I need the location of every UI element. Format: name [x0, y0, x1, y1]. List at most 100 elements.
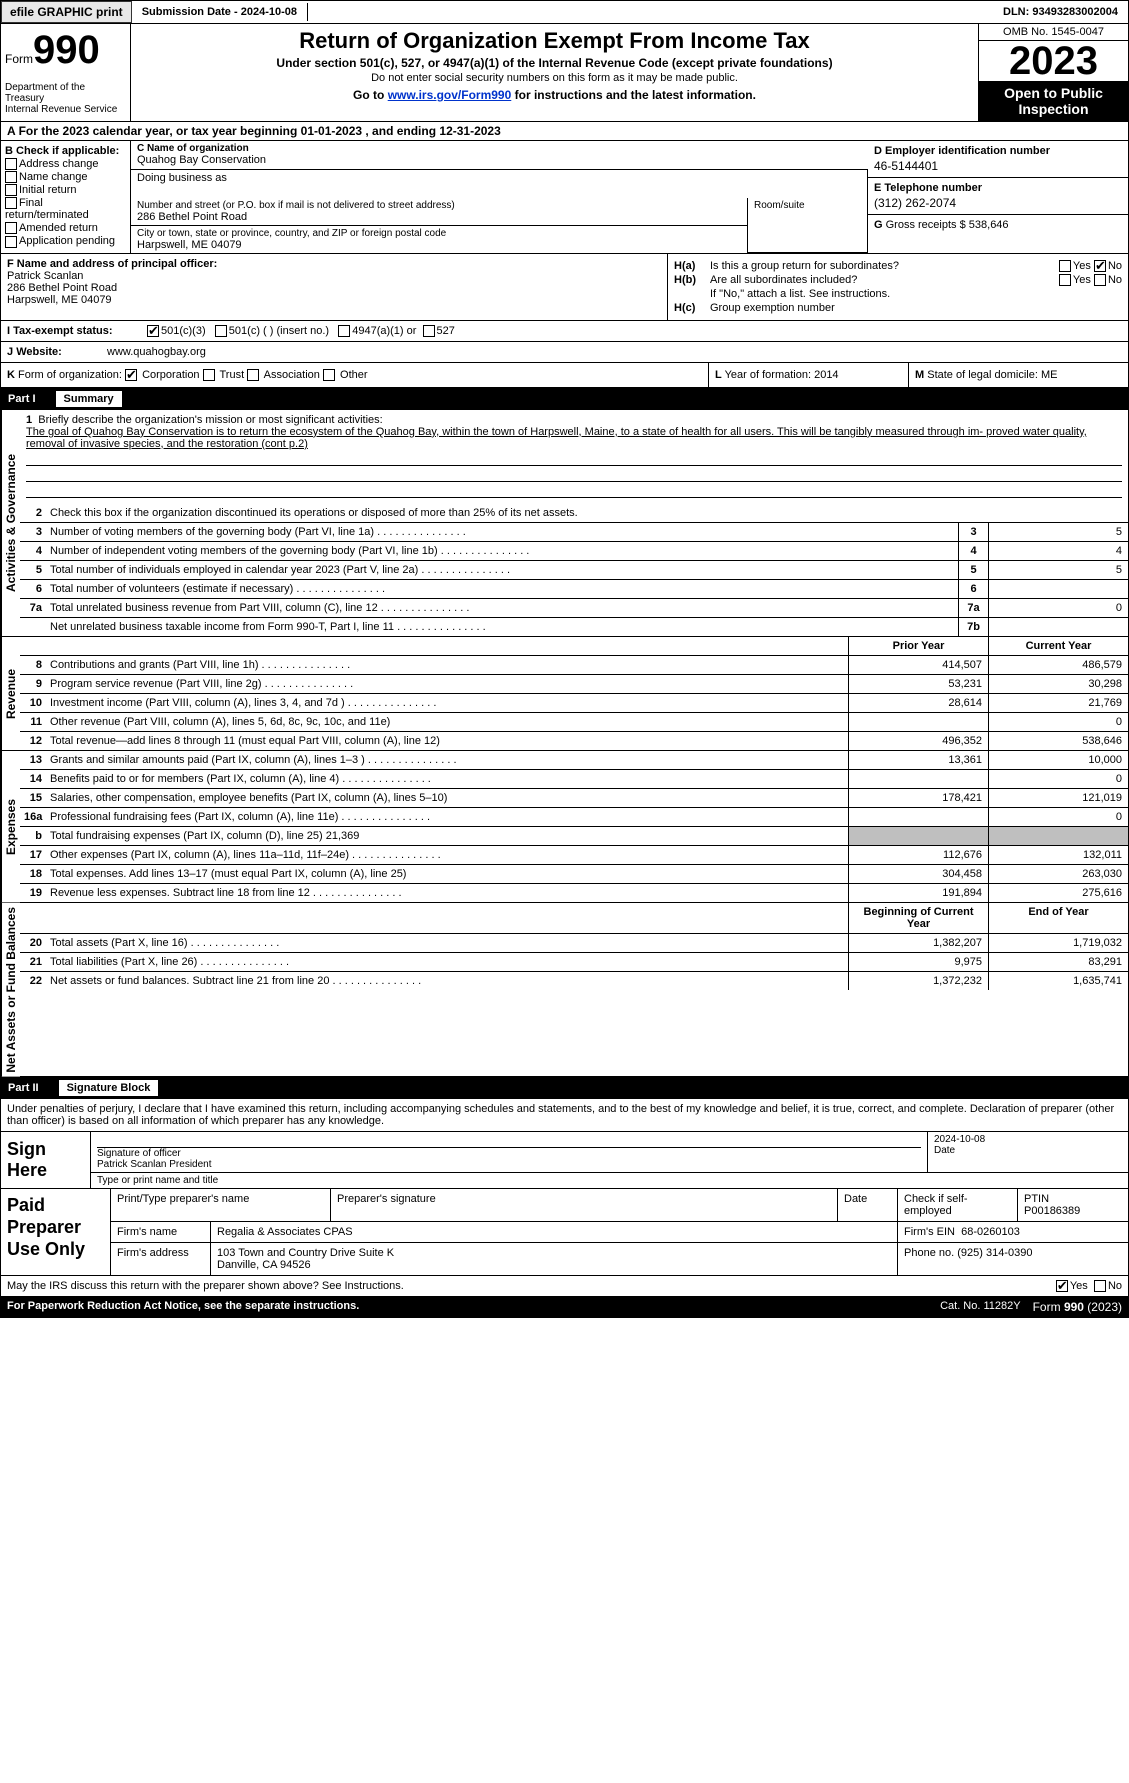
- l11-text: Other revenue (Part VIII, column (A), li…: [46, 713, 848, 731]
- l10-text: Investment income (Part VIII, column (A)…: [46, 694, 848, 712]
- l19-text: Revenue less expenses. Subtract line 18 …: [46, 884, 848, 902]
- l4-text: Number of independent voting members of …: [46, 542, 958, 560]
- form-number: 990: [33, 28, 100, 72]
- gross-cell: G Gross receipts $ 538,646: [868, 215, 1128, 235]
- row-a-tax-year: A For the 2023 calendar year, or tax yea…: [0, 122, 1129, 141]
- p11: [848, 713, 988, 731]
- ha-yes-chk[interactable]: [1059, 260, 1071, 272]
- p15: 178,421: [848, 789, 988, 807]
- hb-yes-chk[interactable]: [1059, 274, 1071, 286]
- form-number-col: Form990 Department of the Treasury Inter…: [1, 24, 131, 121]
- part1-title: Summary: [56, 391, 122, 407]
- p13: 13,361: [848, 751, 988, 769]
- footer-cat: Cat. No. 11282Y: [934, 1297, 1027, 1317]
- chk-trust[interactable]: [203, 369, 215, 381]
- chk-application-pending[interactable]: Application pending: [5, 235, 126, 247]
- hb-no-chk[interactable]: [1094, 274, 1106, 286]
- goto-pre: Go to: [353, 88, 388, 102]
- col-b-header: Check if applicable:: [16, 145, 119, 157]
- l16b-text: Total fundraising expenses (Part IX, col…: [46, 827, 848, 845]
- chk-527[interactable]: [423, 325, 435, 337]
- row-klm: K Form of organization: Corporation Trus…: [0, 363, 1129, 388]
- col-c-wrap: C Name of organization Quahog Bay Conser…: [131, 141, 868, 253]
- footer-form: Form 990 (2023): [1027, 1297, 1128, 1317]
- part2-bar: Part II Signature Block: [0, 1077, 1129, 1099]
- l1-label: Briefly describe the organization's miss…: [38, 414, 382, 426]
- e21: 83,291: [988, 953, 1128, 971]
- signature-block: Under penalties of perjury, I declare th…: [0, 1099, 1129, 1276]
- discuss-row: May the IRS discuss this return with the…: [0, 1276, 1129, 1297]
- tax-year: 2023: [979, 41, 1128, 81]
- l13-text: Grants and similar amounts paid (Part IX…: [46, 751, 848, 769]
- c16b: [988, 827, 1128, 845]
- p14: [848, 770, 988, 788]
- addr-line: Number and street (or P.O. box if mail i…: [131, 198, 748, 226]
- sig-officer-cell: Signature of officer Patrick Scanlan Pre…: [91, 1132, 928, 1172]
- c10: 21,769: [988, 694, 1128, 712]
- b21: 9,975: [848, 953, 988, 971]
- gross-value: 538,646: [969, 219, 1009, 231]
- e22: 1,635,741: [988, 972, 1128, 990]
- l8-text: Contributions and grants (Part VIII, lin…: [46, 656, 848, 674]
- sec-activities: Activities & Governance 1 Briefly descri…: [0, 410, 1129, 637]
- ein-label: Employer identification number: [885, 145, 1050, 157]
- chk-501c[interactable]: [215, 325, 227, 337]
- chk-final-return[interactable]: Final return/terminated: [5, 197, 126, 221]
- col-d: D Employer identification number 46-5144…: [868, 141, 1128, 253]
- row-fh: F Name and address of principal officer:…: [0, 254, 1129, 321]
- l5-text: Total number of individuals employed in …: [46, 561, 958, 579]
- goto-post: for instructions and the latest informat…: [511, 88, 756, 102]
- dln-label: DLN:: [1003, 6, 1032, 18]
- chk-501c3[interactable]: [147, 325, 159, 337]
- org-name: Quahog Bay Conservation: [137, 154, 862, 166]
- chk-name-change[interactable]: Name change: [5, 171, 126, 183]
- date-label: Date: [934, 1145, 1122, 1156]
- sec-expenses: Expenses 13Grants and similar amounts pa…: [0, 751, 1129, 903]
- chk-initial-return[interactable]: Initial return: [5, 184, 126, 196]
- row-a-text: For the 2023 calendar year, or tax year …: [19, 124, 501, 138]
- form-of-org: K Form of organization: Corporation Trus…: [1, 363, 708, 387]
- row-j: J Website: www.quahogbay.org: [0, 342, 1129, 363]
- org-name-label: Name of organization: [147, 143, 249, 154]
- dept-treasury: Department of the Treasury Internal Reve…: [5, 82, 126, 115]
- side-netassets: Net Assets or Fund Balances: [1, 903, 20, 1077]
- firm-addr-label: Firm's address: [111, 1243, 211, 1275]
- chk-amended-return[interactable]: Amended return: [5, 222, 126, 234]
- side-revenue: Revenue: [1, 637, 20, 750]
- discuss-no-chk[interactable]: [1094, 1280, 1106, 1292]
- hb-text: Are all subordinates included?: [710, 274, 1059, 286]
- firm-name: Regalia & Associates CPAS: [211, 1222, 898, 1242]
- chk-corp[interactable]: [125, 369, 137, 381]
- prep-name-label: Print/Type preparer's name: [111, 1189, 331, 1221]
- ha-no-chk[interactable]: [1094, 260, 1106, 272]
- footer-left: For Paperwork Reduction Act Notice, see …: [1, 1297, 934, 1317]
- chk-assoc[interactable]: [247, 369, 259, 381]
- firm-name-label: Firm's name: [111, 1222, 211, 1242]
- p8: 414,507: [848, 656, 988, 674]
- title-col: Return of Organization Exempt From Incom…: [131, 24, 978, 121]
- part2-label: Part II: [8, 1082, 59, 1094]
- officer-addr2: Harpswell, ME 04079: [7, 294, 661, 306]
- l17-text: Other expenses (Part IX, column (A), lin…: [46, 846, 848, 864]
- row-i: I Tax-exempt status: 501(c)(3) 501(c) ( …: [0, 321, 1129, 342]
- prep-date-label: Date: [838, 1189, 898, 1221]
- officer-addr1: 286 Bethel Point Road: [7, 282, 661, 294]
- l7a-val: 0: [988, 599, 1128, 617]
- year-col: OMB No. 1545-0047 2023 Open to Public In…: [978, 24, 1128, 121]
- irs-link[interactable]: www.irs.gov/Form990: [388, 88, 512, 102]
- chk-4947[interactable]: [338, 325, 350, 337]
- firm-addr: 103 Town and Country Drive Suite KDanvil…: [211, 1243, 898, 1275]
- ha-text: Is this a group return for subordinates?: [710, 260, 1059, 272]
- hdr-beg: Beginning of Current Year: [848, 903, 988, 933]
- addr-value: 286 Bethel Point Road: [137, 211, 741, 223]
- side-expenses: Expenses: [1, 751, 20, 902]
- efile-print-button[interactable]: efile GRAPHIC print: [1, 1, 132, 23]
- chk-address-change[interactable]: Address change: [5, 158, 126, 170]
- discuss-yes-chk[interactable]: [1056, 1280, 1068, 1292]
- open-to-public: Open to Public Inspection: [979, 81, 1128, 121]
- chk-other[interactable]: [323, 369, 335, 381]
- hc-text: Group exemption number: [710, 302, 1122, 314]
- addr-label: Number and street (or P.O. box if mail i…: [137, 200, 741, 211]
- tel-value: (312) 262-2074: [874, 196, 1122, 210]
- part1-label: Part I: [8, 393, 56, 405]
